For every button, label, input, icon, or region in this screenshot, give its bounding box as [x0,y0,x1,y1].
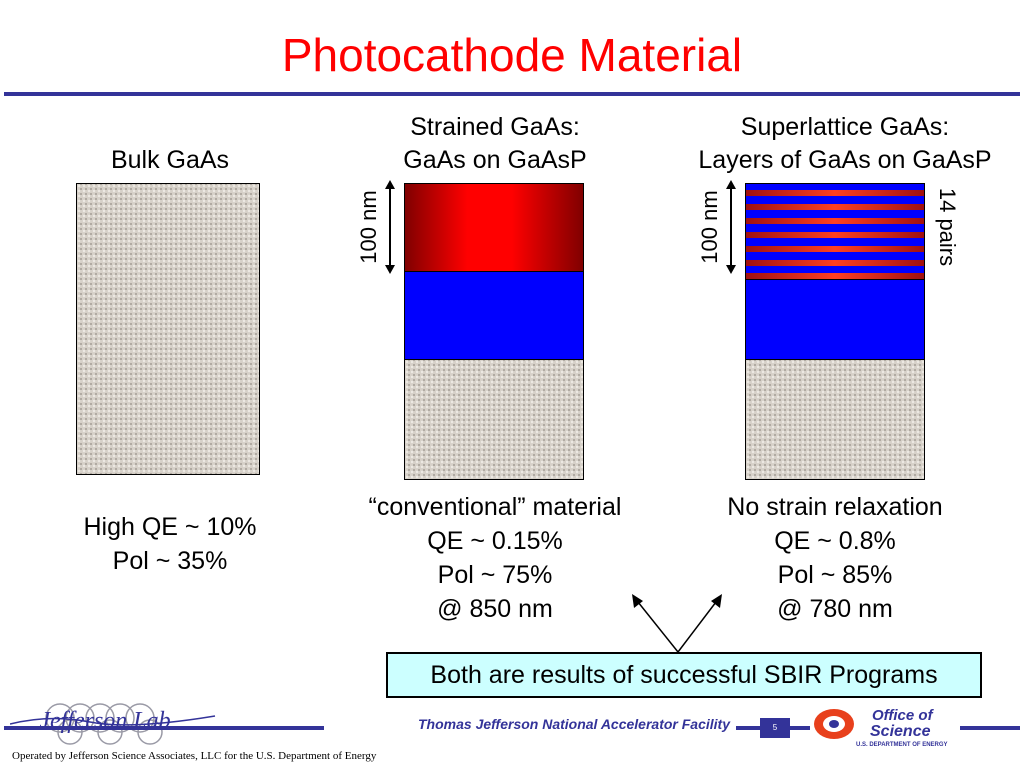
superlattice-properties: No strain relaxation QE ~ 0.8% Pol ~ 85%… [670,490,1000,626]
bulk-property-line: Pol ~ 35% [112,547,228,575]
superlattice-stack [745,183,925,280]
superlattice-heading-line: Superlattice GaAs: [740,113,950,141]
superlattice-thickness-label: 100 nm [697,190,722,264]
strained-property-line: Pol ~ 75% [437,561,553,589]
superlattice-gaasp-stripe [746,252,924,260]
strained-substrate [404,359,584,480]
strained-property-line: QE ~ 0.15% [427,527,563,555]
superlattice-property-line: @ 780 nm [777,595,893,623]
strained-heading-line: GaAs on GaAsP [403,146,587,174]
superlattice-substrate [745,359,925,480]
jlab-logo-text: Jefferson Lab [39,708,170,734]
bulk-heading-line: Bulk GaAs [110,146,230,174]
strained-properties: “conventional” material QE ~ 0.15% Pol ~… [330,490,660,626]
doe-logo-line3: U.S. DEPARTMENT OF ENERGY [856,742,948,748]
superlattice-gaasp-layer [745,279,925,360]
bulk-properties: High QE ~ 10% Pol ~ 35% [40,510,300,578]
strained-thickness-arrow [385,180,395,274]
superlattice-gaasp-stripe [746,224,924,232]
doe-logo-line1: Office of [872,707,935,724]
superlattice-gaas-stripe [746,190,924,196]
operated-by-note: Operated by Jefferson Science Associates… [12,750,377,762]
superlattice-property-line: No strain relaxation [727,493,943,521]
bulk-heading: Bulk GaAs [60,144,280,177]
superlattice-property-line: Pol ~ 85% [777,561,893,589]
office-of-science-logo: Office of Science U.S. DEPARTMENT OF ENE… [810,706,960,748]
title-divider [4,92,1020,96]
superlattice-gaasp-stripe [746,266,924,273]
strained-heading: Strained GaAs: GaAs on GaAsP [340,111,650,177]
superlattice-gaasp-stripe [746,184,924,190]
superlattice-property-line: QE ~ 0.8% [774,527,896,555]
superlattice-gaasp-stripe [746,210,924,218]
superlattice-gaas-stripe [746,232,924,238]
page-number: 5 [760,718,790,738]
sbir-callout: Both are results of successful SBIR Prog… [386,652,982,698]
superlattice-gaas-stripe [746,273,924,279]
superlattice-gaasp-stripe [746,196,924,204]
footer-divider-left [4,726,324,730]
superlattice-pairs-label: 14 pairs [935,187,960,267]
strained-gaas-layer [404,183,584,272]
superlattice-heading: Superlattice GaAs: Layers of GaAs on GaA… [670,111,1020,177]
footer-lab-name: Thomas Jefferson National Accelerator Fa… [330,716,736,732]
superlattice-gaas-stripe [746,218,924,224]
superlattice-thickness-arrow [726,180,736,274]
superlattice-gaas-stripe [746,204,924,210]
slide-title: Photocathode Material [281,29,743,81]
superlattice-heading-line: Layers of GaAs on GaAsP [698,146,992,174]
strained-heading-line: Strained GaAs: [410,113,580,141]
doe-logo-line2: Science [870,723,931,740]
superlattice-gaasp-stripe [746,238,924,246]
jefferson-lab-logo: Jefferson Lab [10,703,216,745]
strained-gaasp-layer [404,271,584,360]
strained-property-line: @ 850 nm [437,595,553,623]
bulk-property-line: High QE ~ 10% [83,513,257,541]
superlattice-gaas-stripe [746,246,924,252]
superlattice-gaas-stripe [746,260,924,266]
strained-property-line: “conventional” material [368,493,622,521]
callout-arrows [632,594,722,653]
bulk-gaas-substrate [76,183,260,475]
strained-thickness-label: 100 nm [356,190,381,264]
